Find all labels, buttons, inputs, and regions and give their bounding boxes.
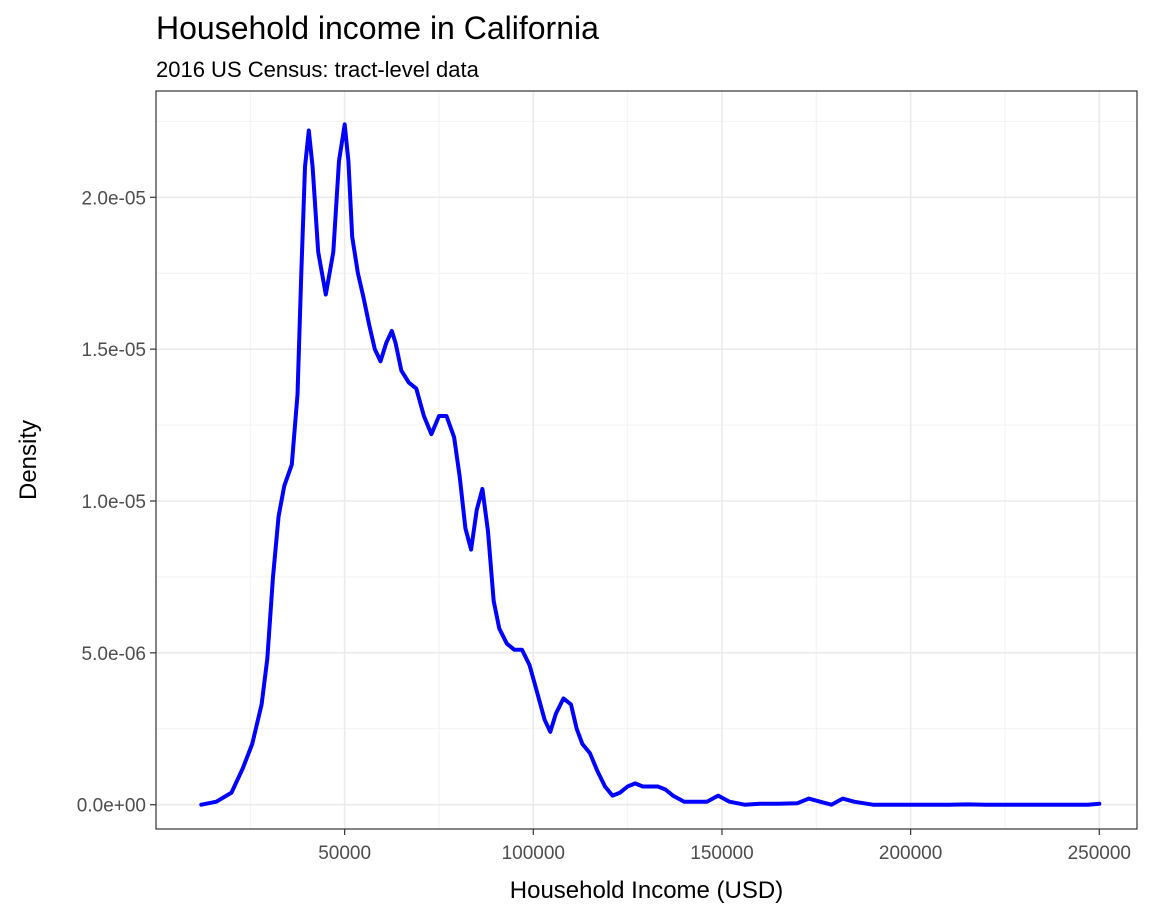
x-tick-label: 150000: [690, 843, 753, 864]
x-tick-label: 50000: [318, 843, 371, 864]
y-tick-label: 0.0e+00: [77, 796, 146, 817]
y-tick-label: 5.0e-06: [82, 644, 146, 665]
y-axis: 0.0e+00 5.0e-06 1.0e-05 1.5e-05 2.0e-05: [77, 188, 156, 817]
x-axis-title: Household Income (USD): [510, 877, 783, 904]
chart-subtitle: 2016 US Census: tract-level data: [156, 57, 479, 82]
x-tick-label: 250000: [1068, 843, 1131, 864]
chart-title: Household income in California: [156, 10, 599, 46]
series-layer: [199, 122, 1102, 807]
x-tick-label: 200000: [879, 843, 942, 864]
density-line: [199, 122, 1102, 807]
x-tick-label: 100000: [502, 843, 565, 864]
y-axis-title: Density: [15, 420, 42, 500]
y-tick-label: 1.0e-05: [82, 492, 146, 513]
minor-gridlines: [156, 91, 1137, 829]
plot-panel-border: [155, 90, 1138, 830]
x-axis: 50000 100000 150000 200000 250000: [318, 829, 1131, 864]
y-tick-label: 1.5e-05: [82, 340, 146, 361]
y-tick-label: 2.0e-05: [82, 188, 146, 209]
